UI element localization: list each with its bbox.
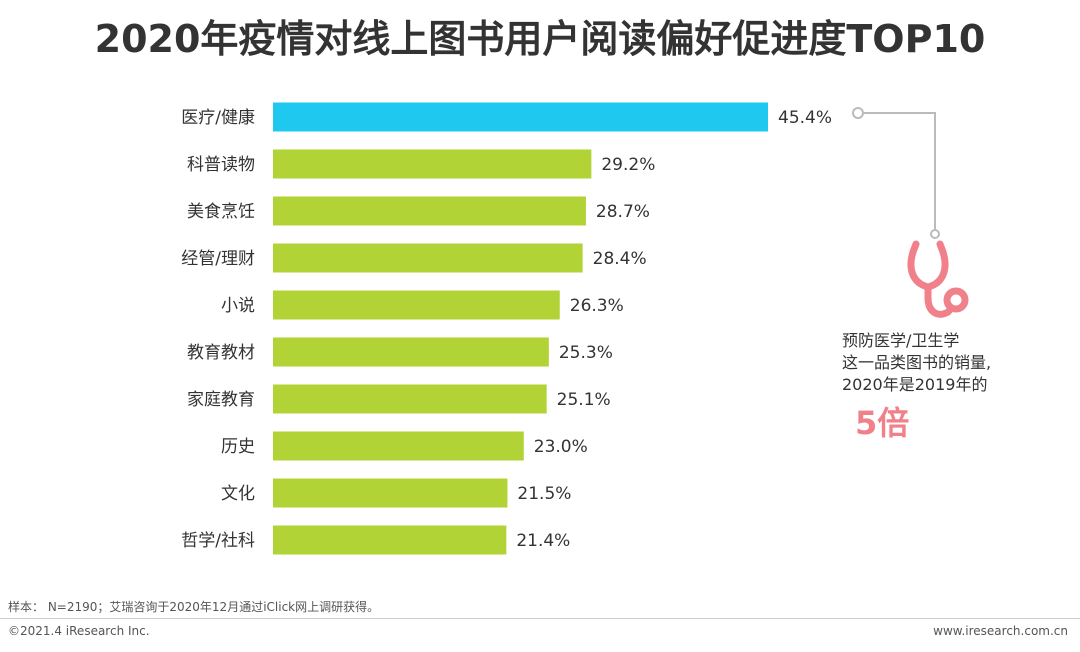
category-label-2: 美食烹饪 (187, 201, 255, 222)
bar-2 (273, 196, 586, 226)
value-label-8: 21.5% (517, 484, 571, 504)
stethoscope-icon (907, 240, 969, 318)
bar-3 (273, 243, 583, 273)
copyright: ©2021.4 iResearch Inc. (8, 624, 150, 638)
website-link[interactable]: www.iresearch.com.cn (933, 624, 1068, 638)
footer-divider (0, 618, 1080, 619)
category-label-6: 家庭教育 (187, 390, 255, 410)
value-label-2: 28.7% (596, 202, 650, 222)
annotation-line-2: 这一品类图书的销量, (842, 353, 992, 372)
bars-group: 医疗/健康 45.4% 科普读物 29.2% 美食烹饪 28.7% 经管/理财 28.4% 小说… (181, 102, 832, 555)
value-label-9: 21.4% (516, 531, 570, 551)
category-label-1: 科普读物 (187, 155, 255, 175)
annotation-connector (852, 107, 940, 239)
category-label-0: 医疗/健康 (181, 108, 255, 128)
value-label-3: 28.4% (593, 249, 647, 269)
bar-6 (273, 384, 547, 414)
chart-title: 2020年疫情对线上图书用户阅读偏好促进度TOP10 (94, 17, 986, 61)
bar-9 (273, 525, 507, 555)
value-label-1: 29.2% (601, 155, 655, 175)
bar-8 (273, 478, 508, 508)
value-label-0: 45.4% (778, 108, 832, 128)
category-label-5: 教育教材 (187, 343, 255, 363)
category-label-4: 小说 (221, 296, 255, 316)
bar-1 (273, 149, 592, 179)
category-label-7: 历史 (221, 437, 255, 457)
sample-note: 样本： N=2190；艾瑞咨询于2020年12月通过iClick网上调研获得。 (8, 600, 380, 614)
annotation-line-3: 2020年是2019年的 (842, 375, 988, 394)
annotation-line-1: 预防医学/卫生学 (842, 331, 960, 350)
category-label-3: 经管/理财 (181, 249, 255, 269)
value-label-7: 23.0% (534, 437, 588, 457)
bar-0 (273, 102, 768, 132)
category-label-9: 哲学/社科 (181, 531, 255, 551)
annotation-text: 预防医学/卫生学 这一品类图书的销量, 2020年是2019年的 (842, 330, 1072, 396)
value-label-4: 26.3% (570, 296, 624, 316)
bar-4 (273, 290, 560, 320)
value-label-6: 25.1% (557, 390, 611, 410)
value-label-5: 25.3% (559, 343, 613, 363)
category-label-8: 文化 (221, 484, 255, 504)
bar-5 (273, 337, 549, 367)
bar-7 (273, 431, 524, 461)
annotation-emphasis: 5倍 (855, 404, 910, 442)
